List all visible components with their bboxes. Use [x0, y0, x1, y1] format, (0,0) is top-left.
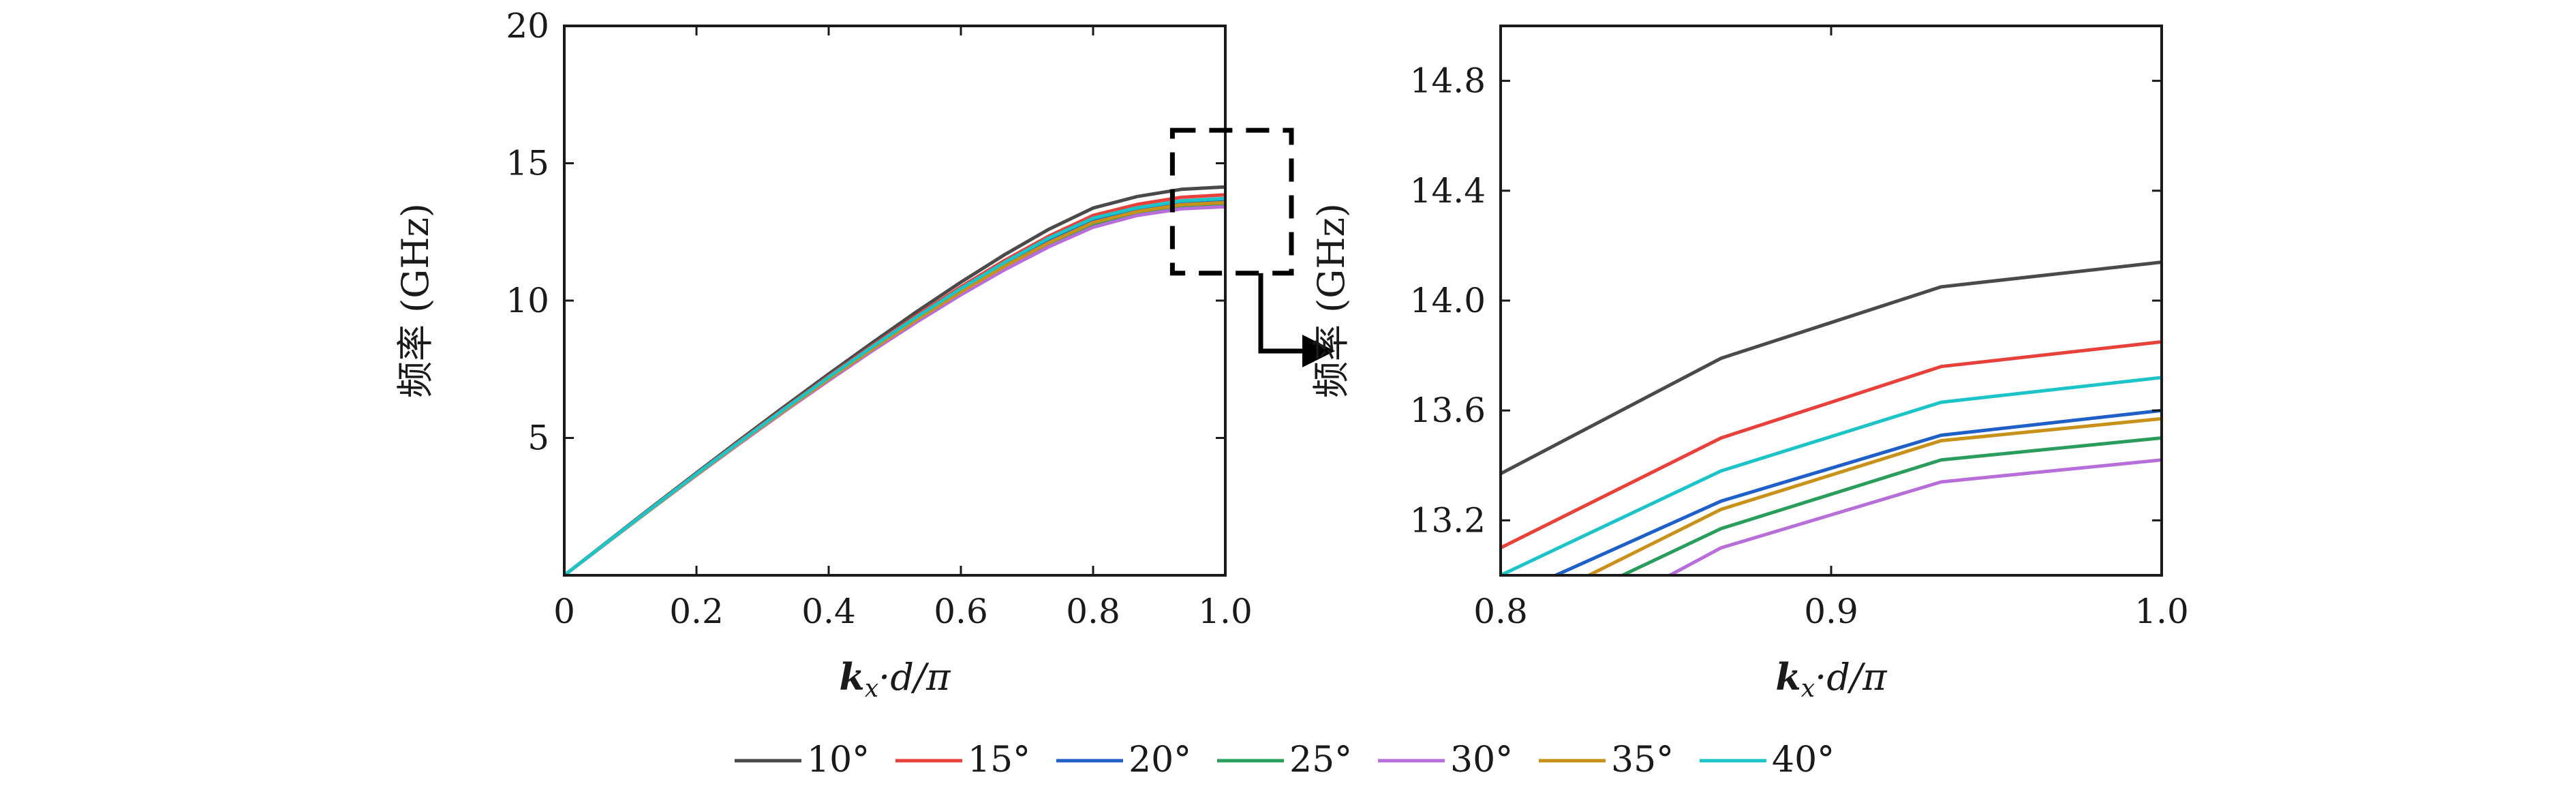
left-x-label-k: k	[839, 655, 864, 699]
legend-label: 20°	[1129, 740, 1191, 780]
legend-label: 15°	[968, 740, 1030, 780]
legend-label: 40°	[1772, 740, 1835, 780]
right-x-label-rest: ·d/π	[1815, 656, 1888, 699]
left-chart: 0 0.2 0.4 0.6 0.8 1.0 5 10 15 20 频率 (GHz) kx·d/π	[394, 6, 1335, 703]
right-y-tick-label: 14.0	[1410, 281, 1486, 320]
right-series-line-5	[1501, 460, 2162, 666]
left-x-axis-label: kx·d/π	[839, 655, 951, 703]
legend-label: 10°	[807, 740, 870, 780]
left-series-line-6	[564, 202, 1225, 575]
legend: 10° 15° 20° 25° 30° 35° 40°	[735, 740, 1835, 780]
right-x-tick-label: 0.8	[1473, 592, 1528, 631]
right-y-tick-label: 14.8	[1410, 61, 1486, 101]
left-y-tick-label: 15	[506, 144, 549, 183]
right-x-label-k: k	[1775, 655, 1800, 699]
left-series-line-3	[564, 202, 1225, 575]
right-y-tick-label: 13.6	[1410, 391, 1486, 430]
left-x-label-sub: x	[865, 675, 878, 703]
left-axis-ticks: 0 0.2 0.4 0.6 0.8 1.0 5 10 15 20	[506, 6, 1252, 631]
legend-item-6: 35°	[1539, 740, 1674, 780]
left-series-line-2	[564, 195, 1225, 575]
right-x-tick-label: 1.0	[2134, 592, 2189, 631]
left-series-line-7	[564, 198, 1225, 575]
zoom-arrow	[1261, 273, 1305, 351]
legend-item-3: 20°	[1056, 740, 1191, 780]
right-x-tick-label: 0.9	[1804, 592, 1858, 631]
right-series-line-2	[1501, 342, 2162, 548]
legend-item-4: 25°	[1217, 740, 1352, 780]
right-x-axis-label: kx·d/π	[1775, 655, 1888, 703]
left-series-line-4	[564, 204, 1225, 575]
right-chart: 0.8 0.9 1.0 13.2 13.6 14.0 14.4 14.8 频率 (GHz) k…	[1310, 26, 2189, 703]
right-y-axis-label: 频率 (GHz)	[1310, 203, 1353, 398]
left-y-tick-label: 10	[506, 281, 549, 320]
legend-item-2: 15°	[895, 740, 1030, 780]
right-y-tick-label: 13.2	[1410, 500, 1486, 540]
left-x-tick-label: 0.2	[669, 592, 724, 631]
legend-label: 25°	[1289, 740, 1352, 780]
left-x-tick-label: 0.4	[801, 592, 856, 631]
left-series-lines	[564, 187, 1225, 575]
left-y-tick-label: 20	[506, 6, 549, 46]
left-x-label-rest: ·d/π	[878, 656, 951, 699]
legend-label: 35°	[1611, 740, 1674, 780]
left-plot-frame	[564, 26, 1225, 575]
right-axis-ticks: 0.8 0.9 1.0 13.2 13.6 14.0 14.4 14.8	[1410, 26, 2189, 631]
right-series-line-1	[1501, 262, 2162, 474]
left-x-tick-label: 0.6	[934, 592, 988, 631]
left-y-tick-label: 5	[527, 419, 549, 458]
legend-label: 30°	[1450, 740, 1513, 780]
left-x-tick-label: 1.0	[1198, 592, 1253, 631]
left-x-tick-label: 0.8	[1066, 592, 1120, 631]
legend-item-1: 10°	[735, 740, 870, 780]
legend-item-7: 40°	[1700, 740, 1835, 780]
right-y-tick-label: 14.4	[1410, 171, 1486, 211]
right-x-label-sub: x	[1801, 675, 1815, 703]
legend-item-5: 30°	[1378, 740, 1513, 780]
left-y-axis-label: 频率 (GHz)	[394, 203, 437, 398]
left-x-tick-label: 0	[553, 592, 575, 631]
left-series-line-1	[564, 187, 1225, 575]
left-series-line-5	[564, 207, 1225, 575]
